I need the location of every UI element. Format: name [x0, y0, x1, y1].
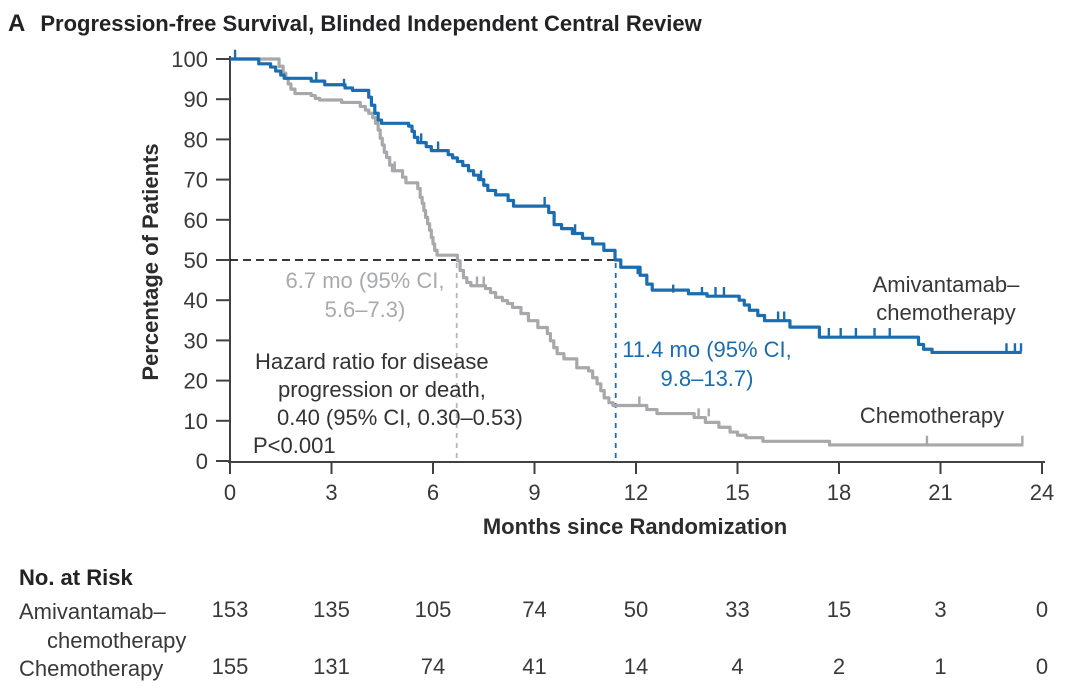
x-tick-label: 0: [224, 480, 236, 505]
median-annotation-chemotherapy: 6.7 mo (95% CI, 5.6–7.3): [235, 266, 495, 324]
x-tick-label: 6: [427, 480, 439, 505]
y-tick-label: 60: [184, 208, 208, 233]
risk-value: 15: [826, 597, 852, 622]
risk-value: 105: [414, 597, 452, 622]
panel-label: A: [8, 10, 26, 37]
y-tick-label: 70: [184, 168, 208, 193]
figure-title: A Progression-free Survival, Blinded Inde…: [8, 10, 702, 38]
y-tick-label: 40: [184, 288, 208, 313]
hazard-ratio-pvalue: P<0.001: [253, 433, 336, 458]
figure-title-text: Progression-free Survival, Blinded Indep…: [40, 11, 702, 36]
risk-value: 153: [211, 597, 249, 622]
chemotherapy-censor-ticks: [393, 161, 1024, 444]
risk-value: 74: [420, 654, 446, 679]
risk-value: 50: [623, 597, 649, 622]
series-label-amivantamab-line1: Amivantamab–: [872, 272, 1020, 297]
y-tick-label: 10: [184, 409, 208, 434]
hazard-ratio-annotation: Hazard ratio for disease progression or …: [253, 348, 523, 460]
y-tick-label: 90: [184, 87, 208, 112]
y-tick-label: 50: [184, 248, 208, 273]
y-tick-label: 100: [171, 47, 208, 72]
risk-values-row-amivantamab: 153 135 105 74 50 33 15 3 0: [0, 597, 1080, 623]
y-tick-label: 80: [184, 127, 208, 152]
hazard-ratio-line2: progression or death,: [278, 377, 486, 402]
risk-value: 4: [731, 654, 744, 679]
amivantamab-curve: [230, 57, 1022, 355]
median-annotation-amivantamab-line1: 11.4 mo (95% CI,: [622, 337, 792, 362]
x-tick-label: 9: [528, 480, 540, 505]
risk-table-title: No. at Risk: [19, 565, 133, 590]
series-label-chemotherapy: Chemotherapy: [859, 403, 1005, 428]
risk-value: 135: [313, 597, 350, 622]
risk-values-row-chemotherapy: 155 131 74 41 14 4 2 1 0: [0, 654, 1080, 680]
risk-value: 2: [832, 654, 846, 679]
risk-value: 74: [522, 597, 547, 622]
x-tick-label: 15: [725, 480, 749, 505]
risk-value: 41: [522, 654, 547, 679]
x-tick-label: 18: [827, 480, 851, 505]
median-annotation-amivantamab: 11.4 mo (95% CI, 9.8–13.7): [577, 335, 837, 393]
risk-value: 3: [934, 597, 947, 622]
risk-row-label-amivantamab-line1: Amivantamab–: [19, 599, 166, 624]
series-label-amivantamab: Amivantamab– chemotherapy: [845, 271, 1047, 327]
x-tick-label: 21: [928, 480, 952, 505]
median-annotation-chemotherapy-line2: 5.6–7.3): [324, 297, 406, 322]
risk-value: 0: [1035, 597, 1049, 622]
series-label-amivantamab-line2: chemotherapy: [876, 300, 1016, 325]
amivantamab-censor-ticks: [233, 49, 1023, 352]
x-axis-title: Months since Randomization: [482, 514, 788, 539]
chemotherapy-curve: [230, 57, 1024, 447]
y-tick-label: 30: [184, 328, 208, 353]
risk-value: 131: [313, 654, 350, 679]
y-tick-label: 0: [196, 449, 208, 474]
risk-value: 14: [623, 654, 649, 679]
y-tick-label: 20: [184, 369, 208, 394]
risk-row-label-amivantamab: Amivantamab– chemotherapy: [19, 597, 186, 655]
x-tick-label: 12: [624, 480, 648, 505]
median-annotation-chemotherapy-line1: 6.7 mo (95% CI,: [285, 268, 445, 293]
risk-value: 0: [1035, 654, 1049, 679]
x-tick-label: 3: [325, 480, 337, 505]
risk-row-label-amivantamab-line2: chemotherapy: [47, 628, 187, 653]
median-annotation-amivantamab-line2: 9.8–13.7): [660, 366, 754, 391]
hazard-ratio-line3: 0.40 (95% CI, 0.30–0.53): [277, 405, 523, 430]
y-axis-title: Percentage of Patients: [138, 143, 163, 381]
risk-value: 1: [934, 654, 947, 679]
x-tick-label: 24: [1030, 480, 1054, 505]
risk-value: 33: [725, 597, 750, 622]
risk-value: 155: [211, 654, 249, 679]
risk-row-label-chemotherapy: Chemotherapy: [19, 656, 164, 681]
hazard-ratio-line1: Hazard ratio for disease: [255, 349, 489, 374]
